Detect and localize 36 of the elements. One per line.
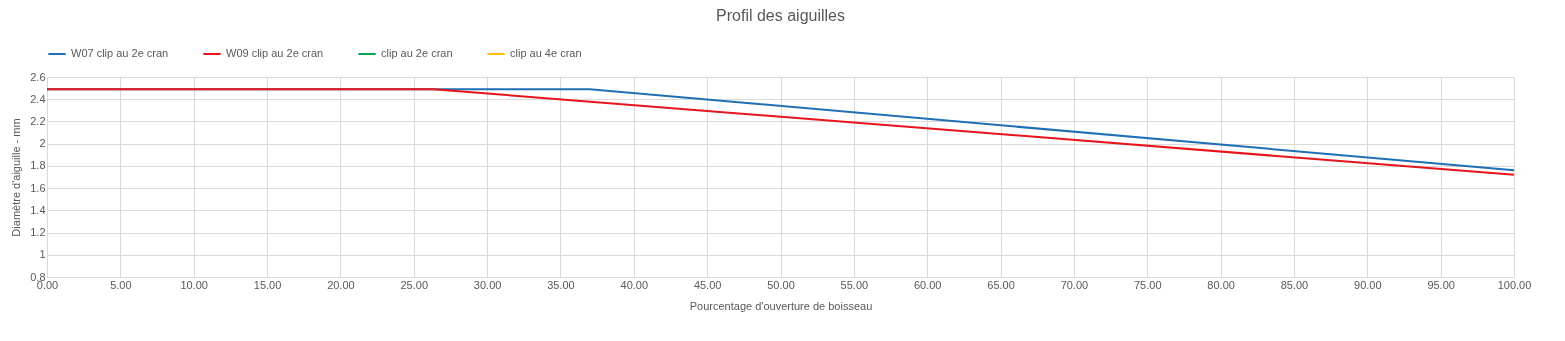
x-tick-label: 65.00 [987,278,1015,291]
x-tick-label: 100.00 [1497,278,1532,291]
x-tick-label: 90.00 [1354,278,1382,291]
legend-label: W09 clip au 2e cran [226,47,324,59]
x-tick-label: 30.00 [473,278,502,291]
x-tick-label: 40.00 [620,278,649,291]
legend-label: clip au 2e cran [381,47,453,59]
x-tick-label: 20.00 [327,278,355,291]
y-tick-label: 1 [39,248,46,261]
x-tick-label: 55.00 [840,278,869,291]
x-tick-label: 60.00 [913,278,942,291]
y-tick-label: 2.2 [30,114,46,127]
chart-title: Profil des aiguilles [716,7,845,24]
x-tick-label: 75.00 [1133,278,1162,291]
y-tick-label: 1.6 [30,181,46,194]
x-tick-label: 95.00 [1427,278,1455,291]
y-axis-title: Diamètre d'aiguille - mm [10,118,23,237]
x-tick-label: 50.00 [767,278,795,291]
x-tick-label: 70.00 [1060,278,1089,291]
x-tick-label: 25.00 [400,278,429,291]
y-tick-label: 2.4 [30,92,46,105]
x-tick-label: 45.00 [693,278,722,291]
x-tick-label: 35.00 [547,278,575,291]
x-tick-label: 85.00 [1280,278,1309,291]
y-tick-label: 2 [39,137,46,150]
y-tick-label: 1.8 [30,159,46,172]
x-tick-label: 15.00 [253,278,282,291]
x-tick-label: 80.00 [1207,278,1235,291]
y-tick-label: 2.6 [30,70,46,83]
y-tick-label: 1.4 [30,203,46,216]
x-tick-label: 10.00 [180,278,208,291]
legend-label: clip au 4e cran [510,47,582,59]
x-tick-label: 5.00 [110,278,132,291]
x-axis-title: Pourcentage d'ouverture de boisseau [689,299,873,312]
legend-label: W07 clip au 2e cran [71,47,169,59]
y-tick-label: 1.2 [30,226,46,239]
